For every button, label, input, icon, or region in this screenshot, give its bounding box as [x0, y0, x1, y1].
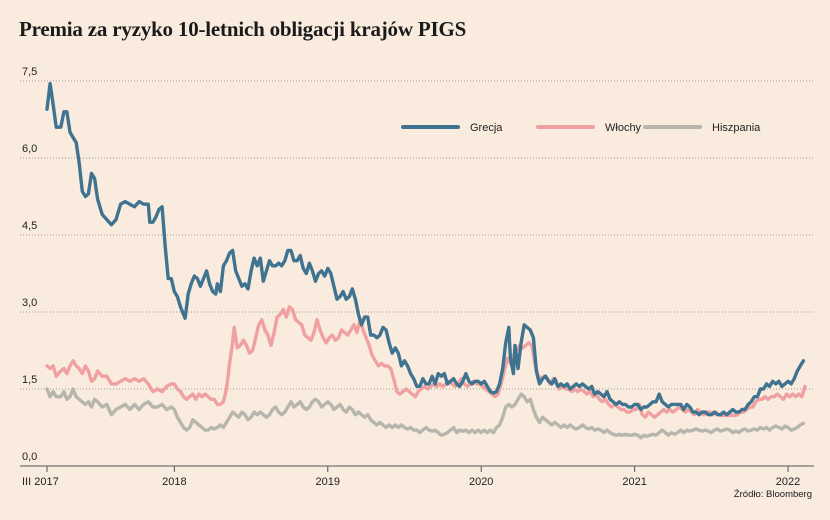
y-tick-label: 4,5	[22, 220, 37, 232]
legend-label-włochy: Włochy	[605, 122, 642, 134]
series-lines	[45, 81, 807, 440]
y-axis-ticks: 0,0 1,5 3,0 4,5 6,0 7,5	[22, 66, 37, 463]
x-tick-label: 2021	[622, 476, 646, 488]
series-line-hiszpania	[45, 387, 806, 440]
y-tick-label: 6,0	[22, 143, 37, 155]
x-tick-label: 2019	[316, 476, 340, 488]
x-tick-label: 2018	[162, 476, 186, 488]
series-line-grecja	[45, 81, 806, 417]
y-tick-label: 7,5	[22, 66, 37, 78]
x-tick-label: 2022	[776, 476, 800, 488]
series-line-włochy	[45, 305, 807, 419]
legend: Grecja Włochy Hiszpania	[401, 122, 761, 134]
y-tick-label: 0,0	[22, 451, 37, 463]
source-note: Źródło: Bloomberg	[733, 489, 812, 500]
y-tick-label: 1,5	[22, 374, 37, 386]
x-tick-label: III 2017	[22, 476, 59, 488]
x-axis-ticks: III 2017 2018 2019 2020 2021 2022	[22, 466, 800, 488]
y-tick-label: 3,0	[22, 297, 37, 309]
chart-title: Premia za ryzyko 10-letnich obligacji kr…	[19, 17, 467, 41]
legend-label-grecja: Grecja	[470, 122, 503, 134]
x-tick-label: 2020	[469, 476, 493, 488]
legend-label-hiszpania: Hiszpania	[712, 122, 761, 134]
